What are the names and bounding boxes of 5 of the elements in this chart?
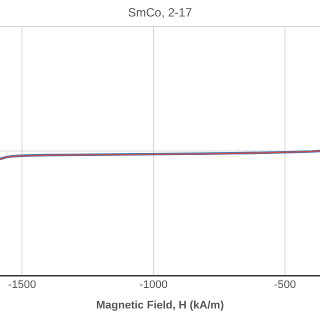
x-tick-label: -1500	[8, 279, 36, 292]
x-axis-title: Magnetic Field, H (kA/m)	[96, 299, 224, 312]
chart-title: SmCo, 2-17	[128, 6, 192, 20]
x-tick-label: -1000	[139, 279, 168, 292]
x-tick-label: -500	[274, 279, 296, 292]
